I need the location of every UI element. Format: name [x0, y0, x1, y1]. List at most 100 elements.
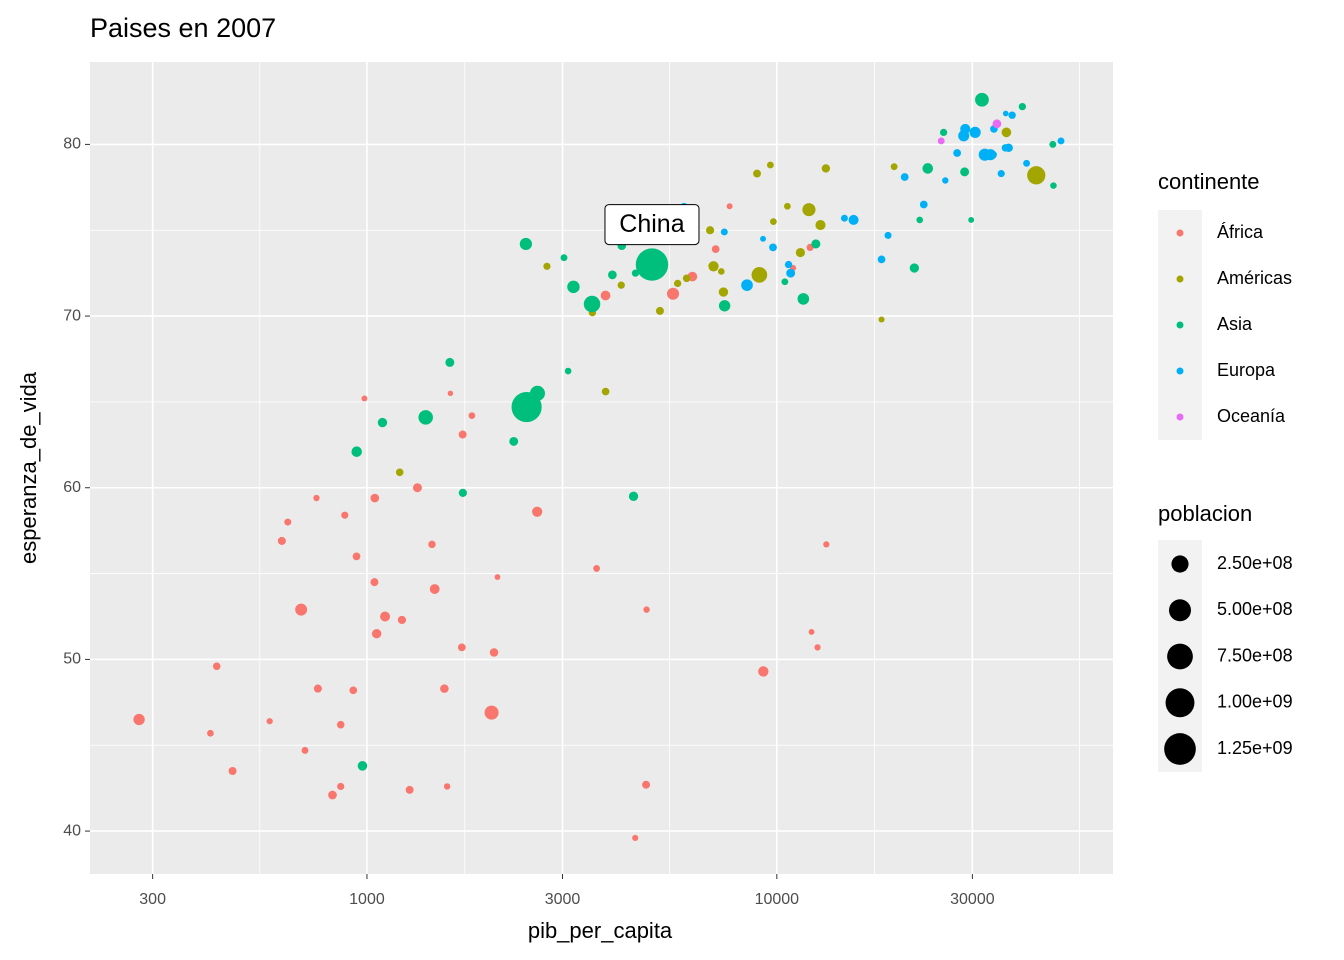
point	[349, 686, 358, 695]
point	[751, 267, 768, 283]
size-legend-label: 5.00e+08	[1217, 599, 1293, 619]
point	[781, 278, 789, 286]
point	[802, 203, 816, 217]
point	[429, 584, 440, 594]
point	[682, 274, 691, 283]
size-legend-title: poblacion	[1158, 501, 1252, 526]
point	[583, 295, 601, 313]
x-tick-label: 30000	[950, 891, 995, 908]
point	[823, 541, 830, 548]
point	[922, 163, 934, 174]
point	[440, 684, 449, 693]
size-legend-key	[1165, 688, 1195, 718]
point	[601, 387, 610, 396]
point	[786, 268, 796, 278]
point	[632, 834, 639, 842]
legend-key	[1176, 229, 1184, 237]
y-tick-label: 40	[63, 822, 81, 839]
point	[900, 173, 909, 181]
legend-label: África	[1217, 222, 1264, 242]
point	[997, 170, 1005, 178]
x-axis-title: pib_per_capita	[528, 918, 673, 943]
point	[295, 603, 308, 616]
point	[753, 169, 761, 178]
x-tick-label: 300	[139, 891, 166, 908]
point	[969, 126, 981, 138]
point	[992, 119, 1002, 129]
point	[529, 385, 545, 401]
point	[741, 279, 753, 292]
point	[608, 270, 617, 280]
point	[458, 488, 467, 497]
point	[357, 761, 368, 771]
point	[769, 243, 777, 252]
point	[412, 483, 422, 493]
point	[509, 436, 519, 446]
point	[770, 218, 777, 225]
legend-label: Américas	[1217, 268, 1292, 288]
size-legend-key	[1171, 555, 1189, 573]
point	[642, 780, 651, 789]
point	[567, 280, 580, 294]
point	[370, 578, 379, 587]
point	[1050, 182, 1057, 189]
point	[458, 430, 467, 439]
point	[543, 262, 551, 270]
point	[758, 666, 769, 677]
point	[443, 783, 451, 790]
point	[1023, 159, 1031, 167]
point	[718, 268, 725, 275]
point	[351, 446, 362, 457]
point	[337, 782, 345, 791]
point	[1057, 137, 1065, 145]
point	[328, 790, 337, 800]
size-legend-label: 7.50e+08	[1217, 645, 1293, 665]
point	[840, 214, 848, 222]
point	[428, 540, 436, 549]
point	[1001, 127, 1012, 138]
point	[1002, 110, 1009, 117]
point	[228, 767, 237, 775]
point	[784, 202, 791, 210]
point	[760, 235, 766, 242]
y-tick-label: 50	[63, 651, 81, 668]
point	[1018, 102, 1027, 111]
point	[519, 237, 533, 251]
point	[371, 628, 382, 639]
point	[564, 367, 572, 375]
x-tick-label: 1000	[349, 891, 385, 908]
point	[341, 511, 349, 519]
y-tick-label: 70	[63, 307, 81, 324]
point	[635, 248, 669, 281]
point	[133, 713, 145, 726]
point	[975, 92, 989, 107]
point	[655, 306, 664, 315]
point	[718, 300, 731, 312]
point	[301, 746, 309, 754]
point	[1004, 143, 1013, 153]
point	[380, 611, 391, 622]
point	[726, 203, 733, 210]
point	[784, 260, 793, 269]
point	[666, 287, 680, 300]
point	[212, 662, 221, 671]
point	[468, 412, 476, 419]
x-tick-label: 3000	[545, 891, 581, 908]
size-legend-key	[1164, 733, 1196, 765]
point	[600, 290, 611, 301]
point	[706, 226, 715, 235]
point	[593, 565, 600, 572]
point	[284, 518, 292, 526]
point	[708, 261, 719, 272]
size-legend-key	[1167, 643, 1193, 670]
point	[814, 644, 821, 651]
point	[718, 287, 729, 297]
annotation-box	[604, 204, 700, 246]
point	[919, 200, 928, 209]
point	[336, 720, 345, 729]
size-legend-label: 1.25e+09	[1217, 738, 1293, 758]
point	[795, 247, 805, 258]
point	[815, 220, 826, 231]
chart-title: Paises en 2007	[90, 13, 276, 43]
